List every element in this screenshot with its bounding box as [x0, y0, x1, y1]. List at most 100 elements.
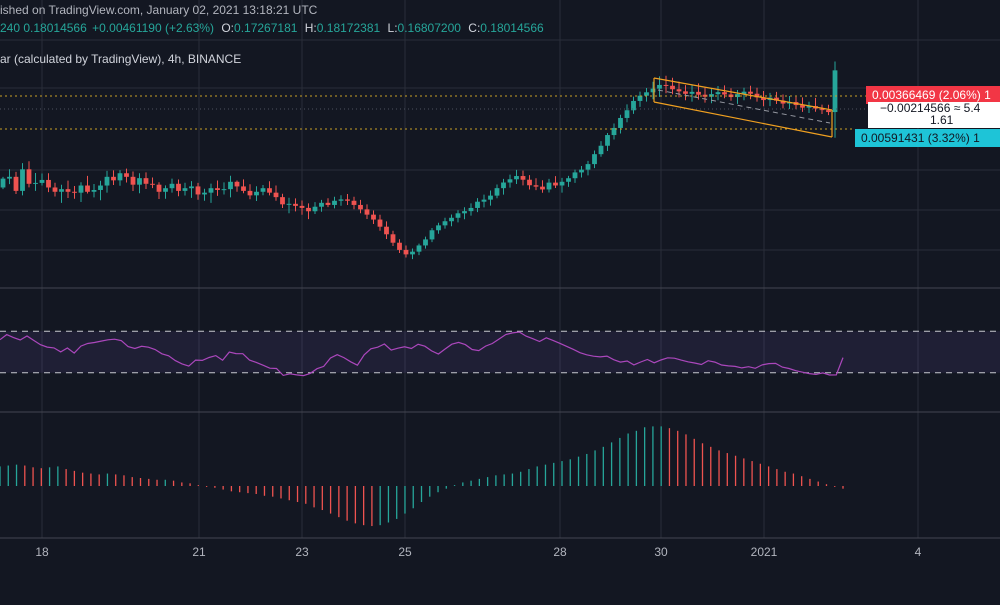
- candle-body: [221, 189, 227, 191]
- candle-body: [475, 201, 480, 208]
- candle-body: [618, 117, 623, 128]
- candle-body: [163, 188, 168, 192]
- candle-body: [20, 169, 25, 191]
- symbol-description: ar (calculated by TradingView), 4h, BINA…: [0, 52, 242, 66]
- candle-body: [137, 178, 142, 185]
- candle-body: [624, 110, 630, 118]
- candle-body: [468, 207, 474, 212]
- candle-body: [338, 199, 344, 201]
- candle-body: [592, 154, 597, 165]
- candle-body: [228, 181, 233, 190]
- candle-body: [397, 242, 402, 250]
- price-tag-middle-text: −0.00214566 ≈ 5.4: [880, 102, 981, 115]
- candle-body: [85, 185, 90, 192]
- candle-body: [293, 203, 298, 206]
- ohlc-last: 0.18014566: [23, 21, 87, 35]
- candle-body: [774, 97, 779, 101]
- ohlc-l-label: L:: [387, 21, 398, 35]
- candle-body: [13, 176, 19, 191]
- ohlc-h-value: 0.18172381: [316, 21, 381, 35]
- candle-body: [280, 197, 285, 205]
- candle-body: [78, 185, 84, 193]
- candle-body: [819, 108, 825, 111]
- candle-body: [527, 179, 532, 186]
- candle-body: [7, 176, 12, 179]
- candle-body: [267, 188, 272, 193]
- candle-body: [332, 200, 337, 205]
- candle-body: [579, 169, 584, 173]
- price-tag-lower: 0.00591431 (3.32%) 1: [855, 129, 1000, 147]
- price-tag-upper-text: 0.00366469 (2.06%) 1: [872, 88, 991, 102]
- candle-body: [689, 91, 695, 94]
- candle-body: [722, 92, 727, 95]
- price-tag-middle-sub: 1.61: [930, 113, 954, 127]
- candle-body: [462, 211, 467, 214]
- candle-body: [670, 85, 675, 90]
- candle-body: [410, 251, 415, 255]
- candle-body: [533, 185, 539, 187]
- candle-body: [449, 217, 454, 222]
- candle-body: [306, 207, 311, 212]
- ohlc-c-label: C:: [468, 21, 481, 35]
- candle-body: [780, 100, 786, 104]
- candle-body: [260, 188, 266, 192]
- candle-body: [546, 182, 552, 190]
- candle-body: [364, 209, 370, 215]
- price-panel: [0, 61, 866, 260]
- candle-body: [91, 189, 97, 192]
- candle-body: [351, 200, 357, 205]
- candle-body: [241, 186, 246, 191]
- candle-body: [832, 70, 838, 113]
- candle-body: [117, 173, 123, 181]
- candle-body: [208, 188, 214, 193]
- rsi-band-fill: [0, 331, 1000, 373]
- header-line-1: ished on TradingView.com, January 02, 20…: [0, 3, 317, 17]
- momentum-panel: [0, 426, 844, 527]
- price-tag-middle: −0.00214566 ≈ 5.4 1.61: [868, 102, 1000, 128]
- candle-body: [0, 178, 6, 188]
- candle-body: [345, 199, 350, 201]
- candle-body: [715, 92, 721, 95]
- candle-body: [176, 183, 181, 191]
- candle-body: [286, 203, 292, 205]
- ohlc-change: +0.00461190 (+2.63%): [92, 21, 214, 35]
- channel-lower-line: [653, 101, 833, 138]
- candle-body: [403, 249, 409, 255]
- candle-body: [566, 178, 571, 182]
- candle-body: [124, 173, 129, 177]
- candle-body: [481, 199, 487, 202]
- candle-body: [130, 176, 136, 185]
- x-tick-label: 25: [398, 545, 412, 559]
- candle-body: [104, 176, 110, 186]
- candle-body: [202, 192, 207, 195]
- ohlc-h-label: H:: [304, 21, 317, 35]
- candle-body: [39, 179, 45, 183]
- price-tag-lower-text: 0.00591431 (3.32%) 1: [861, 131, 980, 145]
- candle-body: [215, 188, 220, 190]
- ohlc-l-value: 0.16807200: [397, 21, 461, 35]
- candle-body: [377, 219, 383, 227]
- ohlc-o-label: O:: [221, 21, 235, 35]
- candle-body: [436, 225, 441, 231]
- channel-upper-line: [653, 77, 833, 111]
- candle-body: [631, 100, 636, 111]
- candle-body: [273, 192, 279, 198]
- candle-body: [683, 91, 688, 94]
- candle-body: [553, 182, 558, 186]
- candle-body: [358, 204, 363, 210]
- panel-separators: [0, 287, 1000, 539]
- candle-body: [494, 188, 500, 196]
- candle-body: [442, 221, 448, 226]
- candle-body: [98, 185, 103, 190]
- candle-body: [585, 164, 591, 170]
- candle-body: [748, 91, 753, 94]
- published-text: ished on TradingView.com, January 02, 20…: [0, 3, 318, 17]
- candle-body: [325, 202, 331, 205]
- candle-body: [423, 239, 428, 246]
- falling-channel: [653, 77, 833, 138]
- candle-body: [150, 183, 155, 185]
- rsi-line: [0, 331, 844, 377]
- x-tick-label: 28: [553, 545, 567, 559]
- candle-body: [312, 206, 318, 212]
